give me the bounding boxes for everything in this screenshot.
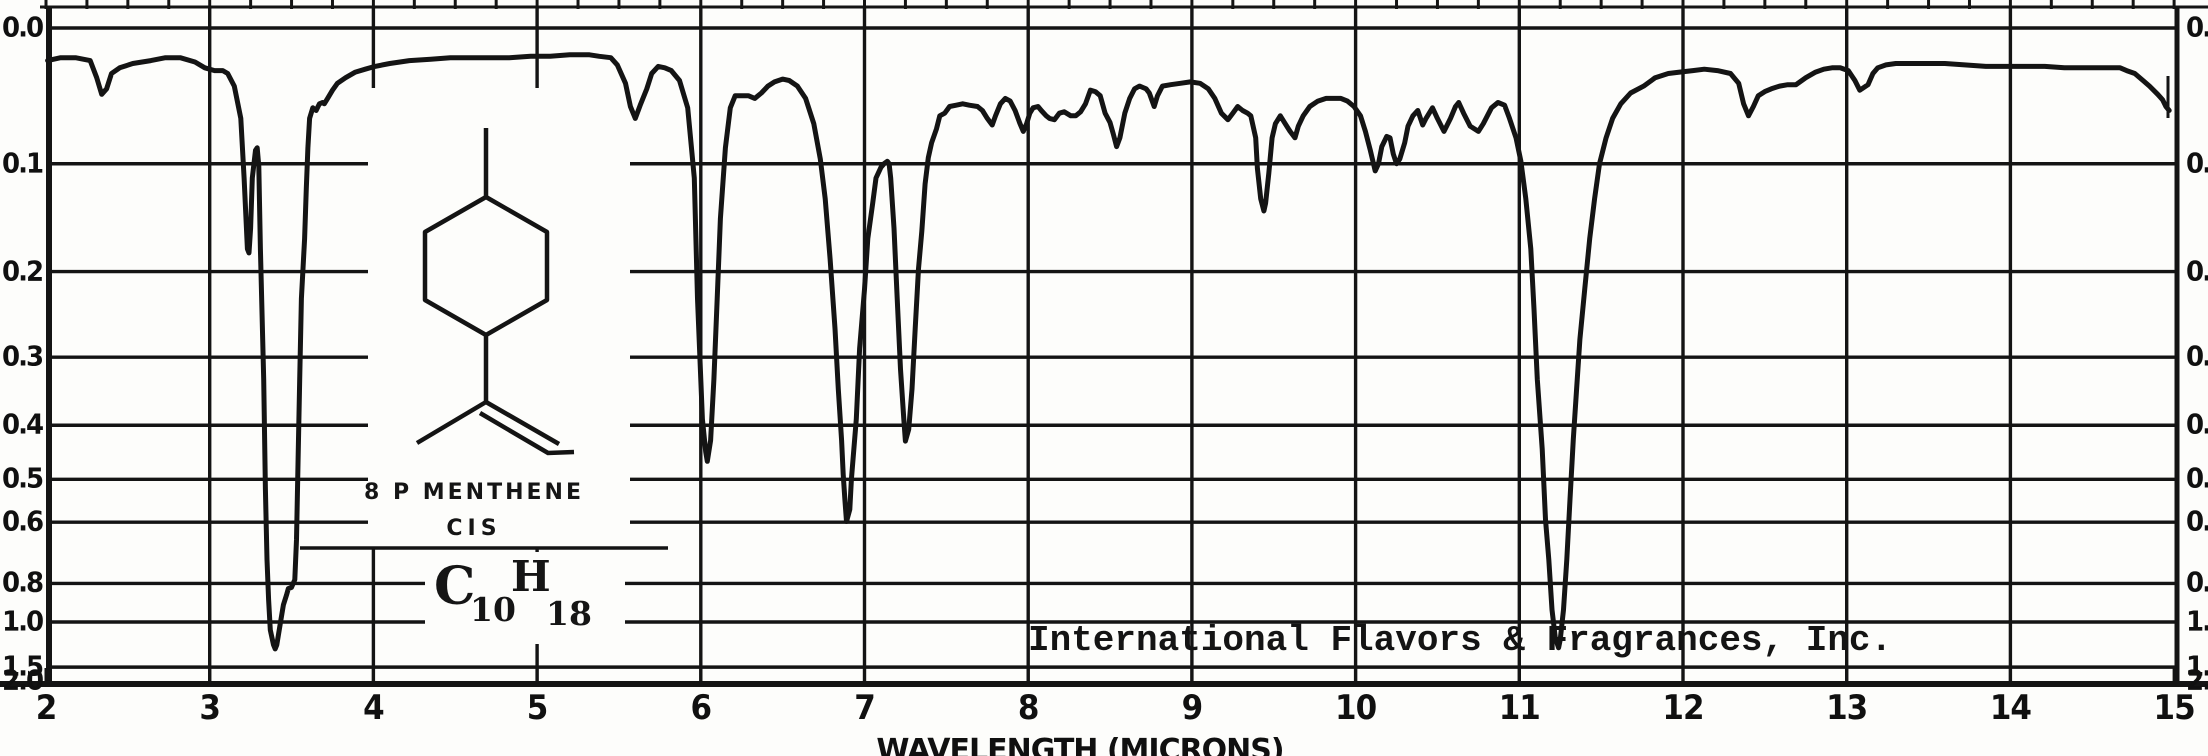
x-tick-label: 10 (1335, 688, 1377, 728)
compound-isomer: CIS (446, 516, 502, 541)
x-tick-label: 14 (1989, 688, 2032, 728)
x-tick-label: 5 (526, 688, 549, 728)
x-tick-label: 9 (1181, 688, 1204, 728)
x-tick-label: 13 (1826, 688, 1868, 728)
y-tick-label-right: 0.4 (2186, 409, 2208, 441)
y-tick-label-left: 2.0 (2, 665, 44, 698)
x-tick-label: 6 (690, 688, 713, 728)
company-credit: International Flavors & Fragrances, Inc. (1028, 620, 1893, 661)
compound-name: 8 P MENTHENE (364, 480, 584, 505)
y-tick-label-right: 0.3 (2186, 341, 2208, 373)
y-tick-label-right: 1.0 (2186, 606, 2208, 638)
y-tick-label-right: 0.1 (2186, 147, 2208, 180)
y-tick-label-right: 2.0 (2186, 665, 2208, 698)
y-tick-label-left: 0.4 (2, 409, 44, 441)
x-tick-label: 7 (854, 688, 876, 728)
x-tick-label: 12 (1662, 688, 1704, 728)
formula-element-h: H (511, 552, 551, 601)
structure-bond (415, 400, 488, 445)
x-tick-label: 4 (363, 688, 385, 728)
formula-count-10: 10 (470, 590, 516, 629)
spectrum-trace (45, 52, 2172, 652)
y-tick-label-right: 0.6 (2186, 506, 2208, 538)
y-tick-label-left: 0.3 (2, 341, 44, 373)
x-tick-label: 15 (2153, 688, 2196, 728)
x-tick-label: 8 (1017, 688, 1040, 728)
y-tick-label-left: 0.8 (2, 567, 44, 600)
x-axis-title: WAVELENGTH (MICRONS) (876, 733, 1284, 756)
y-tick-label-left: 0.1 (2, 147, 44, 180)
y-tick-label-right: 0.5 (2186, 463, 2208, 496)
y-tick-label-right: 1.5 (2186, 651, 2208, 683)
inset-panel (368, 88, 630, 548)
y-tick-label-left: 1.0 (2, 606, 44, 638)
y-tick-label-right: 0.8 (2186, 567, 2208, 600)
x-tick-label: 3 (199, 688, 221, 728)
inset-panel (425, 552, 625, 644)
y-tick-label-left: 0.6 (2, 506, 44, 538)
y-tick-label-left: 0.0 (2, 12, 44, 44)
formula-element-c: C (434, 556, 476, 617)
y-tick-label-left: 1.5 (2, 651, 44, 683)
y-tick-label-left: 0.2 (2, 255, 44, 288)
x-tick-label: 2 (35, 688, 58, 728)
structure-double-bond (478, 411, 575, 456)
structure-bond (484, 400, 561, 446)
y-tick-label-left: 0.5 (2, 463, 44, 496)
y-tick-label-right: 0.0 (2186, 12, 2208, 44)
y-tick-label-right: 0.2 (2186, 255, 2208, 288)
x-tick-label: 11 (1498, 688, 1541, 728)
formula-count-18: 18 (546, 594, 592, 633)
